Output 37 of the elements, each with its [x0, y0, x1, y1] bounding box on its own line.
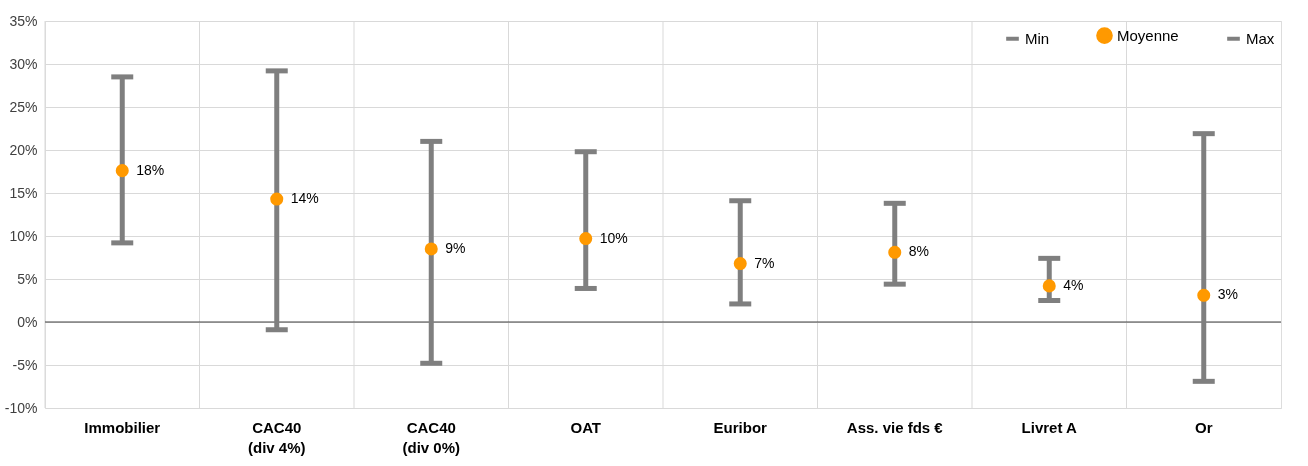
point	[733, 257, 747, 271]
x-tick-label: Immobilier	[84, 418, 161, 436]
data-label: 14%	[290, 190, 319, 207]
y-tick-label: 10%	[9, 227, 38, 244]
x-tick-label: Livret A	[1021, 418, 1078, 436]
legend-label: Moyenne	[1117, 26, 1179, 44]
y-tick-label: 5%	[17, 270, 38, 287]
x-tick-label: Or	[1194, 418, 1213, 436]
point	[424, 242, 438, 256]
data-label: 10%	[599, 229, 628, 246]
point	[579, 232, 593, 246]
point	[115, 164, 129, 178]
x-tick-label: Euribor	[713, 418, 768, 436]
y-tick-label: 30%	[9, 55, 38, 72]
point	[270, 192, 284, 206]
data-label: 7%	[754, 254, 775, 271]
y-tick-label: 15%	[9, 184, 38, 201]
legend-label: Min	[1025, 29, 1050, 47]
y-tick-label: -5%	[12, 356, 38, 373]
x-tick-label: Ass. vie fds €	[846, 418, 944, 436]
y-tick-label: 20%	[9, 141, 38, 158]
data-label: 8%	[908, 243, 929, 260]
y-tick-label: 25%	[9, 98, 38, 115]
data-label: 9%	[445, 239, 466, 256]
y-tick-label: 35%	[9, 12, 38, 29]
y-tick-label: 0%	[17, 313, 38, 330]
point	[1042, 279, 1056, 293]
data-label: 3%	[1217, 286, 1238, 303]
x-tick-label: OAT	[570, 418, 602, 436]
data-label: 18%	[136, 161, 165, 178]
legend-label: Max	[1246, 29, 1275, 47]
x-tick-label: CAC40 (div 0%)	[402, 418, 461, 456]
point	[1197, 288, 1211, 302]
point	[888, 245, 902, 259]
x-tick-label: CAC40 (div 4%)	[247, 418, 306, 456]
y-tick-label: -10%	[4, 399, 38, 416]
data-label: 4%	[1063, 276, 1084, 293]
